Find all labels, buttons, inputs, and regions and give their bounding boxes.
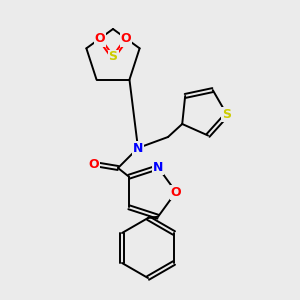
Text: O: O: [121, 32, 131, 46]
Text: S: S: [222, 108, 231, 121]
Text: O: O: [95, 32, 105, 46]
Text: N: N: [153, 161, 163, 174]
Text: S: S: [109, 50, 118, 64]
Text: O: O: [171, 185, 181, 199]
Text: O: O: [89, 158, 99, 170]
Text: N: N: [133, 142, 143, 154]
